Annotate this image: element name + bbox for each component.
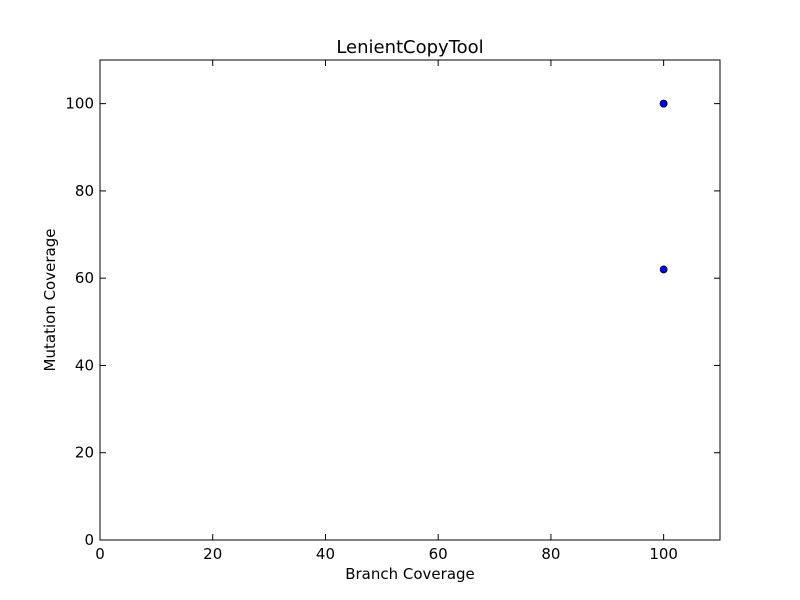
y-tick-label: 40: [75, 356, 94, 374]
plot-area: [99, 59, 721, 541]
x-axis: 0 20 40 60 80 100: [95, 60, 678, 563]
y-axis-label: Mutation Coverage: [41, 229, 59, 372]
y-tick-label: 0: [84, 531, 94, 549]
chart-title: LenientCopyTool: [336, 37, 483, 58]
x-tick-label: 20: [203, 545, 222, 563]
x-tick-label: 40: [316, 545, 335, 563]
y-axis: 0 20 40 60 80 100: [65, 95, 720, 549]
y-tick-label: 20: [75, 444, 94, 462]
data-points: [659, 99, 668, 274]
y-tick-label: 100: [65, 95, 94, 113]
x-tick-label: 100: [649, 545, 678, 563]
x-axis-label: Branch Coverage: [345, 565, 475, 583]
scatter-point: [659, 99, 668, 108]
x-tick-label: 0: [95, 545, 105, 563]
x-tick-label: 60: [429, 545, 448, 563]
y-tick-label: 80: [75, 182, 94, 200]
scatter-point: [659, 265, 668, 274]
x-tick-label: 80: [541, 545, 560, 563]
y-tick-label: 60: [75, 269, 94, 287]
